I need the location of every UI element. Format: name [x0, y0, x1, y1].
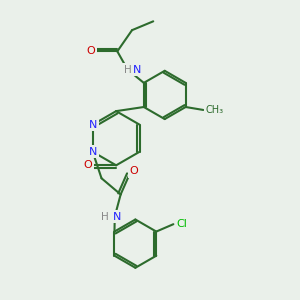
- Text: O: O: [130, 167, 138, 176]
- Text: N: N: [113, 212, 121, 221]
- Text: CH₃: CH₃: [206, 105, 224, 115]
- Text: N: N: [88, 147, 97, 157]
- Text: H: H: [101, 212, 109, 221]
- Text: Cl: Cl: [177, 219, 188, 229]
- Text: O: O: [84, 160, 92, 170]
- Text: H: H: [124, 64, 131, 75]
- Text: O: O: [86, 46, 95, 56]
- Text: N: N: [133, 64, 141, 75]
- Text: N: N: [88, 120, 97, 130]
